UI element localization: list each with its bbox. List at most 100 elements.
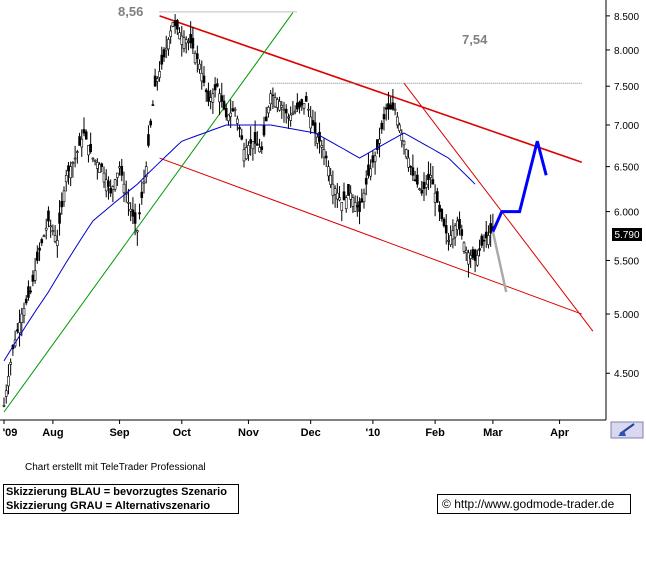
candle-body — [473, 249, 477, 261]
candle-body — [484, 231, 488, 239]
candle-body — [440, 209, 444, 219]
candle-body — [131, 209, 135, 217]
y-tick-label: 6.000 — [614, 208, 639, 219]
candle-body — [349, 192, 352, 200]
candle-body — [98, 164, 101, 173]
candle-body — [376, 139, 379, 150]
candle-body — [69, 166, 72, 179]
resistance-label: 7,54 — [462, 32, 488, 47]
candle-body — [489, 223, 492, 234]
moving-average-line — [3, 124, 476, 362]
copyright-icon: © — [442, 497, 451, 511]
candle-body — [216, 83, 219, 87]
candle-body — [198, 63, 201, 70]
candle-body — [213, 84, 217, 91]
candle-body — [60, 201, 64, 208]
candle-body — [162, 49, 166, 58]
candle-body — [482, 239, 486, 242]
candle-body — [2, 405, 6, 407]
candle-body — [267, 106, 270, 114]
candle-body — [480, 235, 484, 246]
candle-body — [327, 166, 330, 177]
candle-body — [207, 90, 210, 102]
candle-body — [71, 162, 75, 164]
candle-body — [431, 179, 435, 185]
candle-body — [347, 184, 350, 196]
candle-body — [189, 34, 192, 44]
candle-body — [316, 136, 319, 144]
y-tick-label: 4.500 — [614, 369, 639, 380]
candle-body — [269, 93, 272, 105]
candle-body — [242, 149, 246, 162]
candle-body — [53, 235, 57, 242]
short-trend-line — [403, 82, 594, 332]
candle-body — [429, 175, 432, 178]
y-tick-label: 7.000 — [614, 121, 639, 132]
candle-body — [287, 116, 290, 119]
candle-body — [138, 212, 141, 215]
candle-body — [80, 138, 84, 148]
candle-body — [262, 124, 266, 136]
candle-body — [304, 96, 308, 102]
candle-body — [416, 174, 419, 185]
candle-body — [191, 37, 195, 49]
candle-body — [76, 151, 79, 153]
y-tick-label: 8.500 — [614, 12, 639, 23]
source-link[interactable]: http://www.godmode-trader.de — [454, 497, 615, 511]
candle-body — [442, 218, 446, 227]
candle-body — [96, 162, 99, 169]
candle-body — [93, 159, 97, 162]
source-box: © http://www.godmode-trader.de — [437, 494, 631, 514]
candle-body — [360, 198, 364, 203]
candle-body — [47, 210, 50, 222]
candle-body — [453, 225, 457, 238]
x-tick-label: '10 — [365, 427, 380, 439]
candle-body — [247, 145, 250, 156]
candle-body — [256, 143, 259, 146]
candle-body — [451, 230, 455, 240]
candle-body — [358, 201, 361, 212]
candle-body — [58, 212, 61, 224]
creator-note: Chart erstellt mit TeleTrader Profession… — [25, 462, 206, 473]
candle-body — [422, 181, 426, 189]
candle-body — [224, 108, 228, 118]
candle-body — [193, 53, 197, 64]
candle-body — [64, 175, 68, 183]
candle-body — [353, 201, 357, 212]
candle-body — [336, 192, 339, 200]
candle-body — [4, 390, 8, 397]
candle-body — [307, 108, 310, 111]
candle-body — [391, 102, 395, 110]
candle-body — [33, 270, 37, 281]
candle-body — [156, 78, 159, 82]
candle-body — [73, 157, 77, 160]
candle-body — [180, 35, 184, 45]
x-tick-label: Feb — [425, 427, 445, 439]
candle-body — [371, 155, 375, 163]
candle-body — [56, 240, 59, 246]
candle-body — [364, 178, 368, 185]
candle-body — [369, 168, 372, 177]
candle-body — [309, 116, 312, 129]
candle-body — [220, 95, 224, 102]
candle-body — [244, 147, 248, 160]
candle-body — [231, 108, 235, 112]
candle-body — [104, 179, 108, 192]
candle-body — [311, 120, 315, 126]
candle-body — [184, 39, 188, 44]
candle-body — [384, 107, 388, 110]
candle-body — [333, 188, 337, 195]
candle-body — [18, 322, 21, 334]
y-tick-label: 8.000 — [614, 46, 639, 57]
last-price-label: 5.790 — [614, 230, 639, 241]
candle-body — [227, 114, 230, 122]
candle-body — [44, 227, 48, 231]
candle-body — [404, 149, 408, 158]
candle-body — [356, 205, 359, 208]
candle-body — [167, 39, 170, 50]
candle-body — [233, 108, 237, 111]
stock-chart: 8.500 8.000 7.500 7.000 6.500 6.000 5.500 5.000… — [0, 0, 644, 439]
candle-body — [413, 179, 417, 182]
candle-body — [151, 104, 155, 106]
candle-body — [398, 124, 401, 132]
